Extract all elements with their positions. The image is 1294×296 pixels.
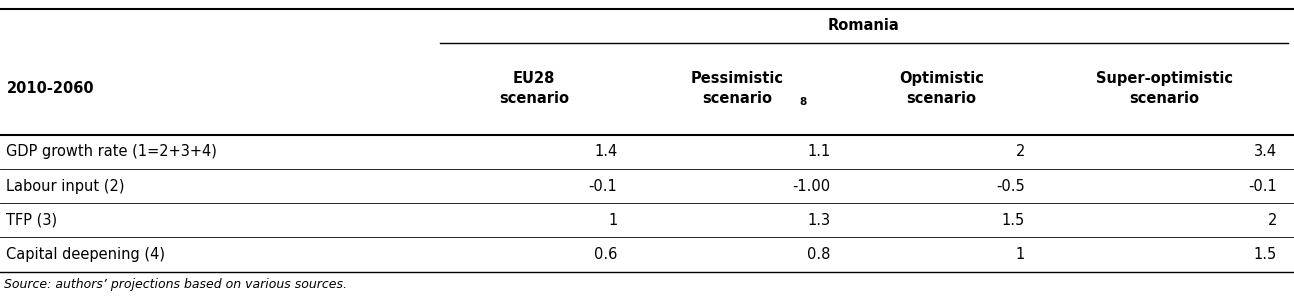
Text: 8: 8 [800,97,807,107]
Text: 1.1: 1.1 [807,144,831,159]
Text: EU28
scenario: EU28 scenario [498,71,569,106]
Text: 3.4: 3.4 [1254,144,1277,159]
Text: 1.5: 1.5 [1254,247,1277,262]
Text: 1.5: 1.5 [1002,213,1025,228]
Text: Capital deepening (4): Capital deepening (4) [6,247,166,262]
Text: 2010-2060: 2010-2060 [6,81,94,96]
Text: Optimistic
scenario: Optimistic scenario [899,71,983,106]
Text: -1.00: -1.00 [793,178,831,194]
Text: Pessimistic
scenario: Pessimistic scenario [691,71,784,106]
Text: 1.3: 1.3 [807,213,831,228]
Text: TFP (3): TFP (3) [6,213,58,228]
Text: 0.6: 0.6 [594,247,617,262]
Text: GDP growth rate (1=2+3+4): GDP growth rate (1=2+3+4) [6,144,217,159]
Text: Super-optimistic
scenario: Super-optimistic scenario [1096,71,1233,106]
Text: 0.8: 0.8 [807,247,831,262]
Text: -0.1: -0.1 [589,178,617,194]
Text: 1: 1 [608,213,617,228]
Text: 1: 1 [1016,247,1025,262]
Text: Romania: Romania [828,18,899,33]
Text: 2: 2 [1268,213,1277,228]
Text: -0.5: -0.5 [996,178,1025,194]
Text: Source: authors’ projections based on various sources.: Source: authors’ projections based on va… [4,278,347,291]
Text: 2: 2 [1016,144,1025,159]
Text: Labour input (2): Labour input (2) [6,178,126,194]
Text: -0.1: -0.1 [1249,178,1277,194]
Text: 1.4: 1.4 [594,144,617,159]
